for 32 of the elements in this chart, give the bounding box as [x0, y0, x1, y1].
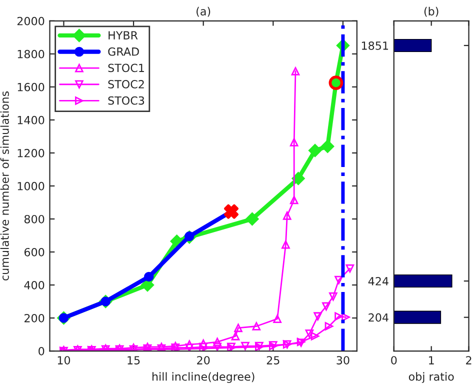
legend-label: STOC2 — [108, 80, 144, 88]
x-tick-label: 10 — [58, 356, 70, 364]
y-tick-label: 1400 — [18, 116, 44, 124]
y-tick-label: 1600 — [18, 82, 44, 92]
legend-label: STOC1 — [108, 64, 144, 72]
x-tick-label: 0 — [391, 356, 397, 364]
y-tick-label: 1800 — [18, 50, 44, 58]
chart-title: (b) — [424, 6, 438, 17]
x-tick-label: 2 — [466, 356, 472, 364]
legend-label: STOC3 — [108, 96, 144, 105]
x-tick-label: 30 — [336, 356, 350, 364]
x-axis-title: hill incline(degree) — [152, 372, 254, 383]
y-tick-label: 400 — [24, 280, 44, 290]
y-tick-label: 1200 — [18, 148, 44, 158]
y-axis-title: cumulative number of simulations — [0, 91, 9, 280]
y-tick-label: 204 — [368, 313, 388, 322]
x-tick-label: 15 — [128, 356, 140, 364]
x-tick-label: 1 — [429, 356, 434, 364]
legend-label: GRAD — [108, 47, 139, 56]
y-tick-label: 1000 — [18, 182, 44, 190]
x-tick-label: 25 — [266, 356, 280, 364]
y-tick-label: 200 — [24, 314, 44, 322]
y-tick-label: 0 — [38, 346, 44, 356]
y-tick-label: 1851 — [362, 41, 388, 50]
x-tick-label: 20 — [197, 356, 210, 364]
legend-label: HYBR — [108, 31, 138, 40]
y-tick-label: 424 — [368, 277, 388, 286]
y-tick-label: 800 — [24, 214, 44, 224]
x-axis-title: obj ratio — [408, 372, 454, 383]
y-tick-label: 2000 — [17, 16, 44, 26]
y-tick-label: 600 — [24, 248, 44, 256]
chart-title: (a) — [196, 6, 210, 17]
